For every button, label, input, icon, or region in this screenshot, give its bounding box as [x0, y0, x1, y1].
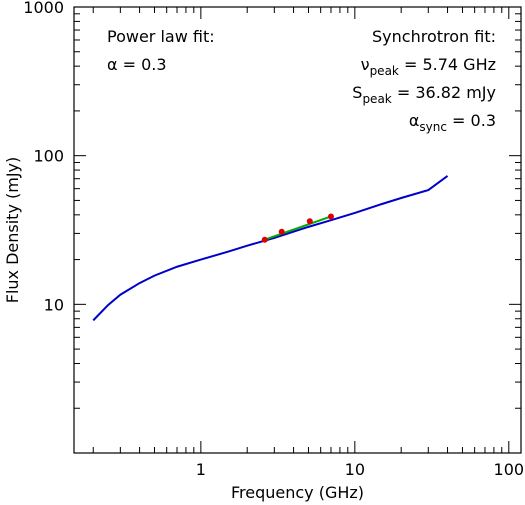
- axis-tick-labels: 1 10 100 10 100 1000: [23, 0, 524, 479]
- synchrotron-s-peak: Speak = 36.82 mJy: [352, 83, 496, 106]
- synchrotron-title: Synchrotron fit:: [372, 27, 496, 46]
- data-point: [278, 228, 285, 235]
- axis-ticks: [74, 7, 521, 454]
- x-axis-label: Frequency (GHz): [231, 483, 364, 502]
- alpha-sync-subscript: sync: [419, 120, 447, 134]
- power-law-alpha: α = 0.3: [107, 55, 167, 74]
- alpha-sync-symbol: α: [409, 111, 420, 130]
- data-series: [92, 175, 449, 322]
- series-line-1: [264, 215, 332, 241]
- power-law-title: Power law fit:: [107, 27, 215, 46]
- s-subscript: peak: [362, 92, 391, 106]
- alpha-symbol: α: [107, 55, 118, 74]
- y-tick-label: 1000: [23, 0, 64, 17]
- nu-subscript: peak: [370, 64, 399, 78]
- data-point: [261, 236, 268, 243]
- alpha-value: = 0.3: [118, 55, 167, 74]
- data-point: [306, 218, 313, 225]
- series-line-0: [92, 175, 449, 322]
- x-tick-label: 1: [196, 460, 206, 479]
- data-point: [327, 213, 334, 220]
- nu-value: = 5.74 GHz: [399, 55, 496, 74]
- alpha-sync-value: = 0.3: [447, 111, 496, 130]
- s-value: = 36.82 mJy: [392, 83, 496, 102]
- nu-symbol: ν: [361, 55, 370, 74]
- synchrotron-nu-peak: νpeak = 5.74 GHz: [361, 55, 496, 78]
- plot-frame: [73, 6, 522, 454]
- y-tick-label: 10: [44, 295, 64, 314]
- x-tick-label: 100: [494, 460, 525, 479]
- y-tick-label: 100: [33, 147, 64, 166]
- x-tick-label: 10: [345, 460, 365, 479]
- s-symbol: S: [352, 83, 362, 102]
- synchrotron-alpha: αsync = 0.3: [409, 111, 496, 134]
- y-axis-label: Flux Density (mJy): [3, 157, 22, 304]
